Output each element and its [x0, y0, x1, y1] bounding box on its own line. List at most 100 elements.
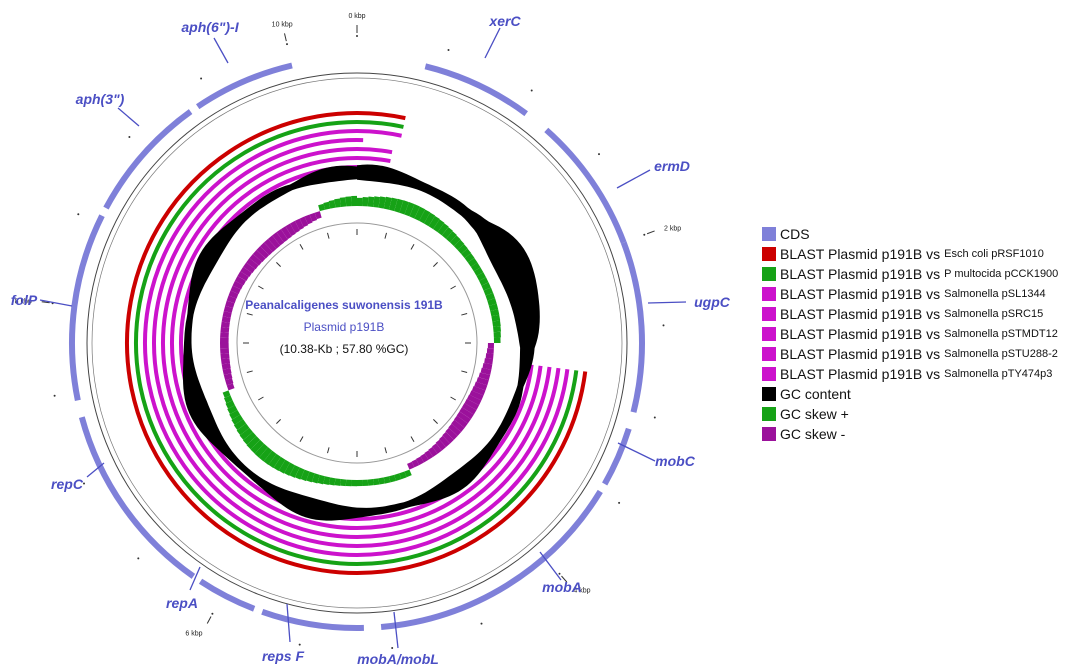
- gc-skew-positive: [340, 479, 347, 487]
- legend-item: GC content: [762, 384, 1058, 404]
- gc-skew-positive: [488, 303, 499, 312]
- gc-skew-positive: [284, 462, 295, 476]
- gc-skew-positive: [362, 479, 369, 487]
- gc-skew-positive: [231, 414, 244, 425]
- minor-tick: [391, 647, 394, 649]
- legend-swatch: [762, 427, 776, 441]
- gene-label: ugpC: [694, 294, 731, 310]
- gene-label: folP: [11, 292, 38, 308]
- gc-skew-positive: [479, 277, 489, 286]
- gc-skew-positive: [445, 231, 457, 243]
- gc-skew-positive: [404, 469, 412, 478]
- gc-skew-negative: [432, 443, 442, 454]
- gc-skew-positive: [388, 197, 398, 212]
- legend-label: BLAST Plasmid p191B: [780, 346, 923, 362]
- legend: CDS BLAST Plasmid p191B vs Esch coli pRSF10…: [762, 224, 1058, 444]
- legend-item: BLAST Plasmid p191B vs Salmonella pSL1344: [762, 284, 1058, 304]
- gc-skew-negative: [223, 373, 233, 381]
- gc-skew-negative: [240, 266, 252, 278]
- cds-arc-11: [196, 62, 293, 110]
- minor-tick: [480, 622, 483, 625]
- gc-skew-positive: [334, 478, 341, 486]
- gc-skew-positive: [388, 474, 396, 483]
- tick-label: 8 kbp: [15, 298, 32, 305]
- gc-skew-positive: [328, 477, 336, 486]
- gc-skew-positive: [345, 196, 352, 207]
- gc-skew-negative: [486, 348, 494, 354]
- legend-swatch: [762, 267, 776, 281]
- legend-target: Salmonella pTY474p3: [944, 368, 1053, 380]
- gc-skew-negative: [464, 398, 480, 410]
- inner-tick: [299, 436, 304, 442]
- gc-skew-positive: [485, 292, 495, 301]
- gc-skew-negative: [420, 453, 429, 463]
- gc-skew-negative: [424, 450, 434, 460]
- gc-skew-negative: [285, 223, 296, 237]
- legend-target: Salmonella pSRC15: [944, 308, 1044, 320]
- gene-labels: xerC ermD ugpC mobC mobA mobA/mobL reps F repA r…: [11, 13, 731, 667]
- gc-skew-negative: [478, 372, 491, 381]
- gc-skew-positive: [246, 435, 261, 450]
- gc-skew-positive: [399, 200, 409, 215]
- gc-skew-positive: [473, 267, 484, 277]
- gc-skew-negative: [220, 332, 229, 338]
- legend-vs: vs: [926, 286, 941, 302]
- inner-tick: [327, 447, 330, 454]
- gc-skew-positive: [351, 195, 357, 207]
- gc-skew-positive: [464, 253, 475, 263]
- legend-target: Salmonella pSL1344: [944, 288, 1046, 300]
- gc-skew-negative: [220, 353, 230, 360]
- major-tick: [41, 301, 50, 304]
- gc-skew-positive: [254, 443, 269, 458]
- gc-skew-positive: [306, 471, 315, 483]
- cds-arc-6: [261, 608, 364, 631]
- gc-skew-negative: [407, 461, 415, 470]
- gc-skew-negative: [220, 326, 230, 333]
- gc-skew-positive: [259, 447, 273, 462]
- legend-item: BLAST Plasmid p191B vs Salmonella pSRC15: [762, 304, 1058, 324]
- gene-leader-line: [539, 551, 562, 581]
- gc-skew-positive: [483, 287, 494, 296]
- cds-arc-0: [424, 63, 528, 117]
- inner-tick: [433, 419, 438, 424]
- gc-skew-positive: [239, 427, 253, 441]
- minor-tick: [356, 35, 358, 37]
- minor-tick: [83, 482, 85, 485]
- gc-skew-negative: [264, 238, 277, 253]
- legend-vs: vs: [926, 366, 941, 382]
- gc-skew-positive: [250, 439, 265, 454]
- gc-skew-positive: [404, 201, 415, 217]
- gc-skew-negative: [469, 390, 484, 401]
- gc-skew-negative: [228, 290, 239, 299]
- gc-skew-negative: [226, 383, 235, 391]
- gc-skew-positive: [414, 206, 426, 221]
- gc-skew-negative: [304, 214, 313, 225]
- gc-skew-negative: [272, 232, 285, 246]
- inner-tick: [410, 244, 415, 250]
- gc-skew-positive: [409, 204, 420, 219]
- cds-arc-1: [544, 127, 627, 244]
- gc-skew-negative: [451, 419, 465, 432]
- minor-tick: [53, 394, 56, 397]
- gc-skew-positive: [367, 196, 375, 207]
- gc-skew-negative: [482, 363, 493, 370]
- minor-tick: [137, 557, 140, 560]
- gc-skew-negative: [252, 250, 266, 263]
- gc-skew-positive: [378, 477, 385, 485]
- cds-arc-4: [380, 489, 603, 630]
- tick-label: 10 kbp: [272, 22, 293, 29]
- gc-skew-negative: [249, 254, 263, 266]
- legend-item: CDS: [762, 224, 1058, 244]
- gc-skew-negative: [480, 367, 492, 375]
- cds-ring: [69, 62, 645, 631]
- gc-skew-negative: [237, 271, 249, 282]
- gc-skew-negative: [445, 427, 458, 440]
- blast-ring-4: [161, 147, 552, 539]
- blast-ring-2: [143, 129, 570, 557]
- major-tick: [646, 230, 655, 235]
- gc-skew-positive: [487, 298, 497, 306]
- inner-tick: [410, 436, 415, 442]
- gc-skew-negative: [223, 305, 233, 313]
- gc-skew-negative: [459, 407, 474, 420]
- gc-skew-negative: [428, 446, 438, 457]
